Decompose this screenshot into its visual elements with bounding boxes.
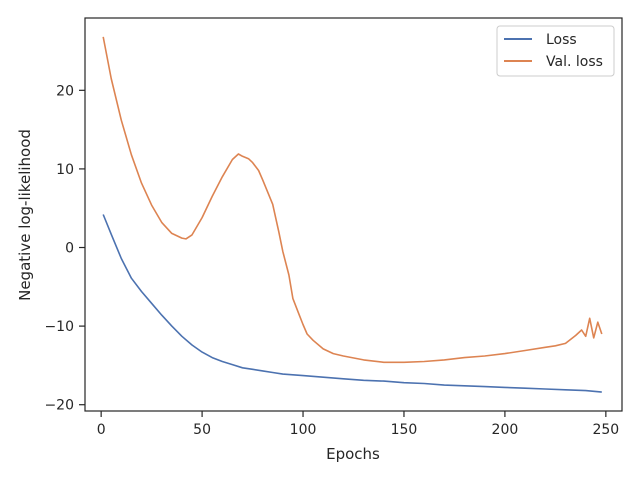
y-axis-ticks: −20 −10 0 10 20 — [44, 83, 85, 414]
y-tick-label: −20 — [44, 398, 74, 414]
y-axis-label: Negative log-likelihood — [16, 129, 34, 301]
legend-label-loss: Loss — [546, 32, 577, 48]
plot-frame — [84, 17, 623, 412]
x-tick-label: 0 — [97, 422, 106, 438]
y-tick-label: 10 — [56, 162, 74, 178]
x-tick-label: 250 — [592, 422, 619, 438]
legend-label-val-loss: Val. loss — [546, 54, 603, 70]
x-axis-label: Epochs — [326, 445, 380, 463]
x-tick-label: 200 — [492, 422, 519, 438]
y-tick-label: 20 — [56, 83, 74, 99]
x-tick-label: 50 — [193, 422, 211, 438]
x-axis-ticks: 0 50 100 150 200 250 — [97, 411, 619, 438]
series-line-val-loss — [102, 36, 603, 364]
series-line-loss — [102, 214, 602, 393]
series-group — [102, 36, 603, 393]
x-tick-label: 100 — [290, 422, 317, 438]
legend: Loss Val. loss — [496, 25, 615, 77]
x-tick-label: 150 — [391, 422, 418, 438]
y-tick-label: −10 — [44, 319, 74, 335]
y-tick-label: 0 — [65, 241, 74, 257]
